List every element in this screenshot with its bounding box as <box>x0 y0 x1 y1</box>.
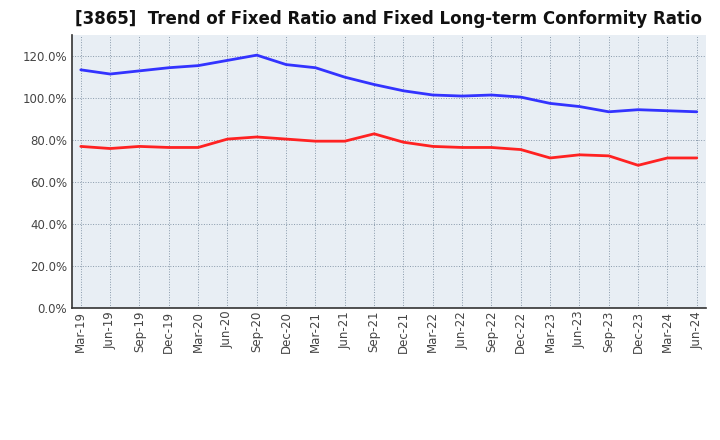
Fixed Long-term Conformity Ratio <box>458 145 467 150</box>
Fixed Long-term Conformity Ratio <box>282 136 290 142</box>
Line: Fixed Ratio: Fixed Ratio <box>81 55 697 112</box>
Fixed Ratio <box>223 58 232 63</box>
Fixed Ratio <box>663 108 672 114</box>
Fixed Ratio <box>575 104 584 109</box>
Fixed Ratio <box>253 52 261 58</box>
Fixed Ratio <box>311 65 320 70</box>
Fixed Long-term Conformity Ratio <box>693 155 701 161</box>
Fixed Ratio <box>282 62 290 67</box>
Fixed Long-term Conformity Ratio <box>399 139 408 145</box>
Fixed Ratio <box>135 68 144 73</box>
Fixed Long-term Conformity Ratio <box>516 147 525 152</box>
Title: [3865]  Trend of Fixed Ratio and Fixed Long-term Conformity Ratio: [3865] Trend of Fixed Ratio and Fixed Lo… <box>76 10 702 28</box>
Fixed Ratio <box>546 101 554 106</box>
Fixed Long-term Conformity Ratio <box>76 144 85 149</box>
Fixed Ratio <box>605 109 613 114</box>
Fixed Ratio <box>428 92 437 98</box>
Fixed Long-term Conformity Ratio <box>135 144 144 149</box>
Fixed Long-term Conformity Ratio <box>223 136 232 142</box>
Fixed Long-term Conformity Ratio <box>605 153 613 158</box>
Line: Fixed Long-term Conformity Ratio: Fixed Long-term Conformity Ratio <box>81 134 697 165</box>
Fixed Ratio <box>194 63 202 68</box>
Fixed Long-term Conformity Ratio <box>546 155 554 161</box>
Fixed Ratio <box>487 92 496 98</box>
Fixed Long-term Conformity Ratio <box>253 134 261 139</box>
Fixed Ratio <box>458 93 467 99</box>
Fixed Long-term Conformity Ratio <box>428 144 437 149</box>
Fixed Long-term Conformity Ratio <box>487 145 496 150</box>
Fixed Long-term Conformity Ratio <box>311 139 320 144</box>
Fixed Long-term Conformity Ratio <box>194 145 202 150</box>
Fixed Ratio <box>341 74 349 80</box>
Fixed Ratio <box>370 82 379 87</box>
Fixed Ratio <box>399 88 408 93</box>
Fixed Long-term Conformity Ratio <box>634 163 642 168</box>
Fixed Ratio <box>516 95 525 100</box>
Fixed Ratio <box>76 67 85 73</box>
Fixed Long-term Conformity Ratio <box>370 131 379 136</box>
Fixed Long-term Conformity Ratio <box>575 152 584 158</box>
Fixed Ratio <box>693 109 701 114</box>
Fixed Ratio <box>634 107 642 112</box>
Fixed Long-term Conformity Ratio <box>341 139 349 144</box>
Fixed Ratio <box>106 71 114 77</box>
Fixed Long-term Conformity Ratio <box>106 146 114 151</box>
Fixed Long-term Conformity Ratio <box>663 155 672 161</box>
Fixed Ratio <box>164 65 173 70</box>
Fixed Long-term Conformity Ratio <box>164 145 173 150</box>
